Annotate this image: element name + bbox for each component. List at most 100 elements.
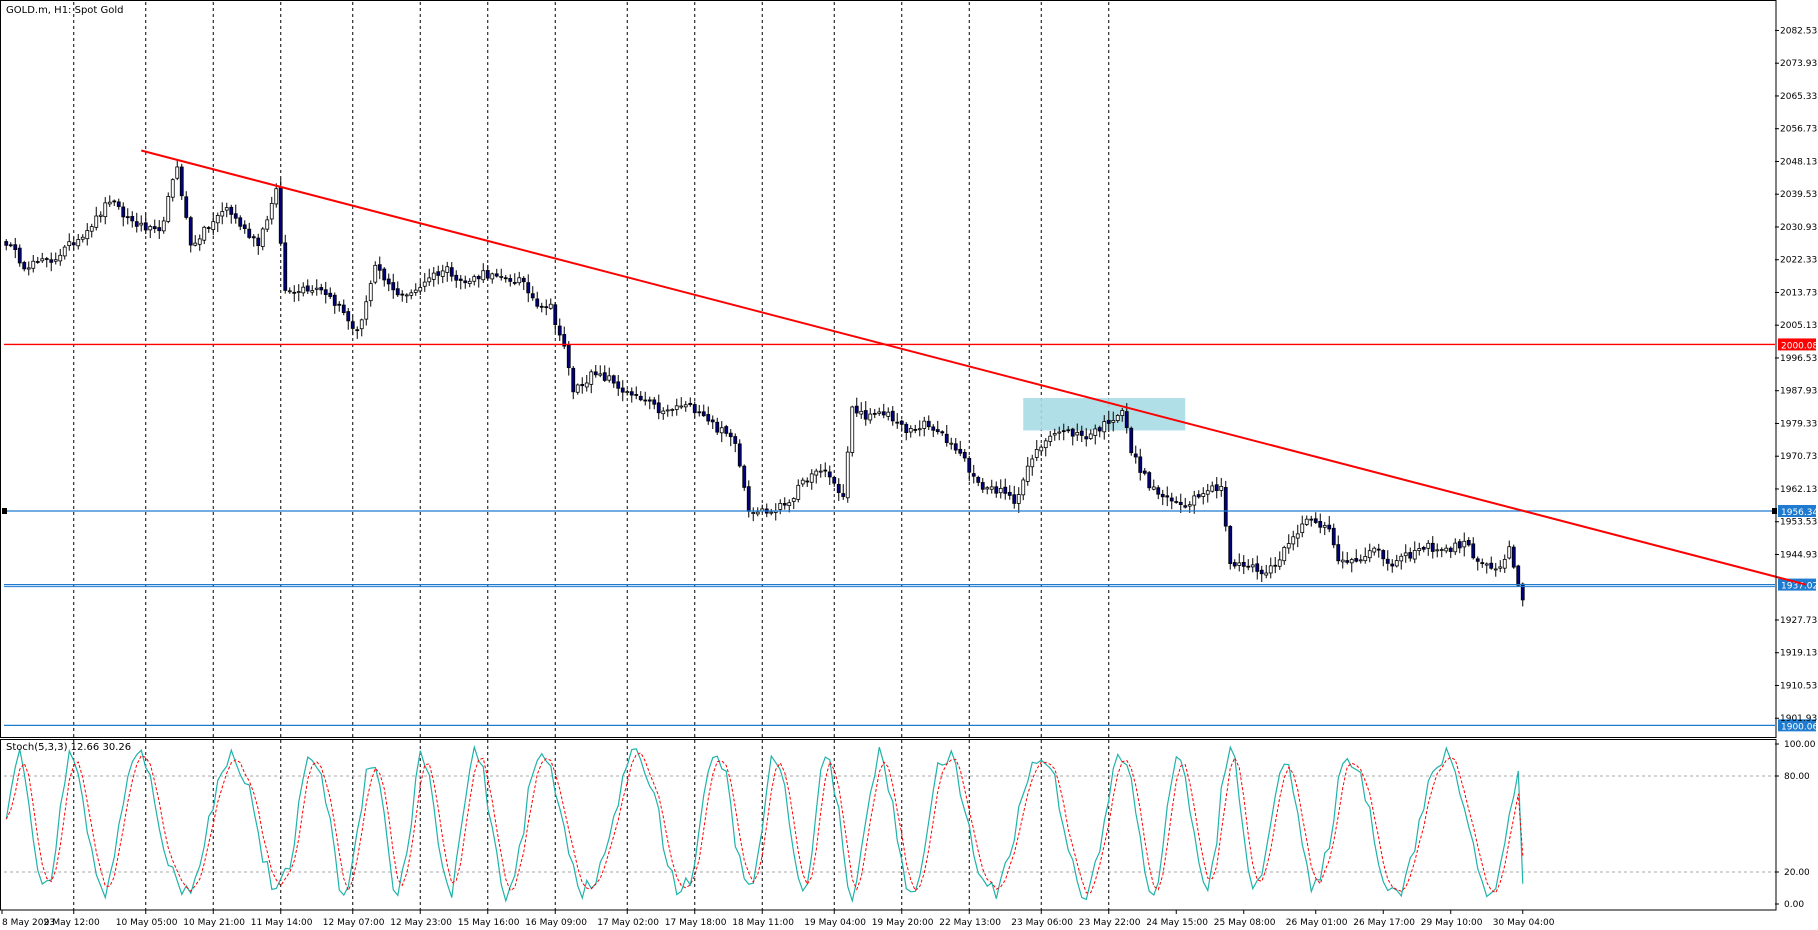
candle-down xyxy=(629,387,634,403)
candle-up xyxy=(193,235,198,247)
candle-down xyxy=(1318,513,1323,534)
candle-down xyxy=(647,396,652,410)
candle-up xyxy=(301,282,306,297)
candle-up xyxy=(85,223,90,246)
candle-down xyxy=(1142,467,1147,476)
candle-down xyxy=(715,417,720,435)
candle-down xyxy=(688,397,693,407)
candle-up xyxy=(868,408,873,424)
candle-up xyxy=(1349,557,1354,573)
candle-up xyxy=(1444,544,1449,554)
candle-up xyxy=(1052,428,1057,441)
candle-up xyxy=(769,508,774,516)
candle-up xyxy=(679,397,684,410)
candle-up xyxy=(1426,540,1431,556)
candle-down xyxy=(1138,448,1143,481)
candle-up xyxy=(1295,524,1300,548)
candle-down xyxy=(1448,546,1453,558)
candle-down xyxy=(971,464,976,484)
candle-up xyxy=(53,252,58,265)
candle-down xyxy=(1178,493,1183,514)
candle-up xyxy=(440,264,445,284)
candle-down xyxy=(1385,550,1390,571)
candle-down xyxy=(728,429,733,447)
x-tick-label: 19 May 04:00 xyxy=(804,918,866,928)
indicator-label: Stoch(5,3,3) 12.66 30.26 xyxy=(6,742,131,753)
candle-down xyxy=(827,465,832,485)
candle-up xyxy=(1286,534,1291,554)
candle-up xyxy=(274,183,279,208)
candle-down xyxy=(881,403,886,419)
candle-down xyxy=(1430,536,1435,559)
candle-up xyxy=(1439,547,1444,558)
candle-down xyxy=(49,252,54,272)
candle-up xyxy=(877,407,882,416)
candle-down xyxy=(22,260,27,272)
candle-down xyxy=(926,415,931,430)
candle-up xyxy=(778,499,783,515)
stoch-y-tick-label: 0.00 xyxy=(1784,900,1804,910)
candle-down xyxy=(742,464,747,491)
candle-up xyxy=(197,234,202,251)
candle-up xyxy=(850,405,855,457)
x-tick-label: 15 May 16:00 xyxy=(458,918,520,928)
candle-up xyxy=(31,255,36,273)
candle-down xyxy=(454,270,459,288)
candle-up xyxy=(908,425,913,438)
stoch-main-line xyxy=(5,744,1524,904)
candle-down xyxy=(494,268,499,278)
candle-up xyxy=(1300,515,1305,538)
candle-up xyxy=(26,261,31,276)
line-handle xyxy=(2,508,7,515)
candle-down xyxy=(116,198,121,210)
candle-up xyxy=(1043,438,1048,457)
candle-down xyxy=(233,204,238,224)
candle-down xyxy=(337,301,342,312)
candle-down xyxy=(1520,582,1525,607)
candle-down xyxy=(1511,544,1516,569)
candle-down xyxy=(638,391,643,402)
candle-down xyxy=(1133,445,1138,464)
candle-down xyxy=(1174,496,1179,504)
candle-up xyxy=(661,407,666,420)
candle-up xyxy=(1237,553,1242,572)
candle-down xyxy=(1480,558,1485,568)
price-tag-label: 1956.34 xyxy=(1781,508,1818,518)
y-tick-label: 1953.53 xyxy=(1780,518,1817,528)
candle-up xyxy=(949,437,954,450)
candle-up xyxy=(625,389,630,396)
candle-down xyxy=(458,274,463,290)
candle-down xyxy=(1457,539,1462,554)
candle-down xyxy=(1471,537,1476,560)
candle-down xyxy=(206,226,211,233)
candle-down xyxy=(958,440,963,457)
y-tick-label: 1987.93 xyxy=(1780,387,1817,397)
candle-down xyxy=(1466,537,1471,547)
candle-down xyxy=(1232,559,1237,569)
candle-up xyxy=(80,234,85,243)
candle-down xyxy=(1241,555,1246,574)
x-tick-label: 29 May 10:00 xyxy=(1421,918,1483,928)
candle-up xyxy=(296,284,301,302)
candle-up xyxy=(139,215,144,232)
candle-up xyxy=(1093,424,1098,445)
candle-up xyxy=(922,416,927,437)
candle-down xyxy=(1165,486,1170,507)
x-tick-label: 26 May 17:00 xyxy=(1353,918,1415,928)
candle-down xyxy=(1327,516,1332,533)
candle-up xyxy=(818,464,823,478)
candle-up xyxy=(499,268,504,281)
candle-up xyxy=(1372,546,1377,556)
y-tick-label: 1979.33 xyxy=(1780,419,1817,429)
x-tick-label: 17 May 02:00 xyxy=(597,918,659,928)
candle-up xyxy=(490,272,495,284)
candle-up xyxy=(1417,542,1422,556)
y-tick-label: 2073.93 xyxy=(1780,59,1817,69)
candle-down xyxy=(872,408,877,419)
line-handle xyxy=(1772,508,1777,515)
candle-up xyxy=(809,469,814,490)
y-tick-label: 1962.13 xyxy=(1780,485,1817,495)
x-tick-label: 16 May 09:00 xyxy=(525,918,587,928)
y-tick-label: 2022.33 xyxy=(1780,256,1817,266)
